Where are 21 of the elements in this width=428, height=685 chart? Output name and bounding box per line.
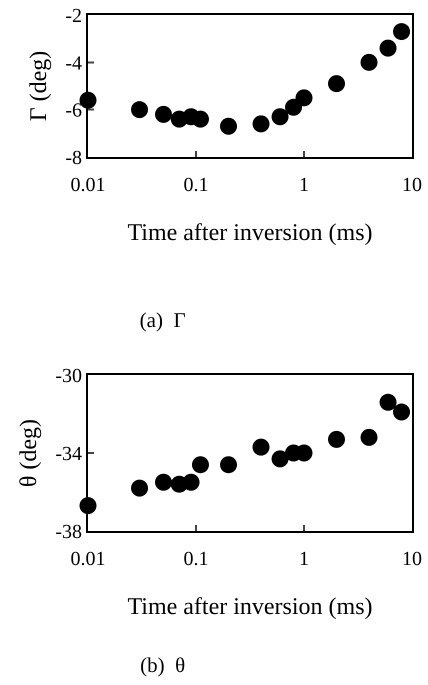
x-tick-label: 0.01 (70, 174, 106, 196)
text: (b) θ (140, 653, 186, 677)
x-tick-label: 10 (402, 548, 422, 570)
y-axis-title: Γ (deg) (26, 50, 52, 122)
x-tick-label: 0.1 (184, 174, 208, 196)
y-tick-label: -34 (55, 443, 82, 465)
y-tick-label: -6 (65, 100, 82, 122)
x-tick-label: 0.01 (70, 548, 106, 570)
x-tick-label: 1 (299, 548, 309, 570)
x-axis-title: Time after inversion (ms) (127, 594, 373, 620)
y-axis-title: θ (deg) (16, 418, 42, 488)
y-tick-label: -4 (65, 52, 82, 74)
y-tick-label: -2 (65, 5, 82, 27)
y-tick-label: -38 (55, 521, 82, 543)
y-tick-label: -8 (65, 147, 82, 169)
y-tick-label: -30 (55, 365, 82, 387)
text: (a) Γ (140, 308, 186, 332)
x-tick-label: 0.1 (184, 548, 208, 570)
x-tick-label: 1 (299, 174, 309, 196)
x-tick-label: 10 (402, 174, 422, 196)
x-axis-title: Time after inversion (ms) (127, 220, 373, 246)
